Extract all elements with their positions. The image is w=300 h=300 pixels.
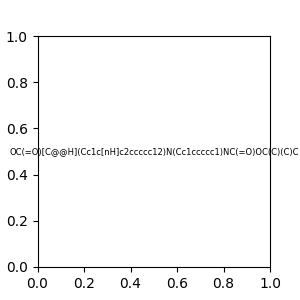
Text: OC(=O)[C@@H](Cc1c[nH]c2ccccc12)N(Cc1ccccc1)NC(=O)OC(C)(C)C: OC(=O)[C@@H](Cc1c[nH]c2ccccc12)N(Cc1cccc… xyxy=(9,147,298,156)
